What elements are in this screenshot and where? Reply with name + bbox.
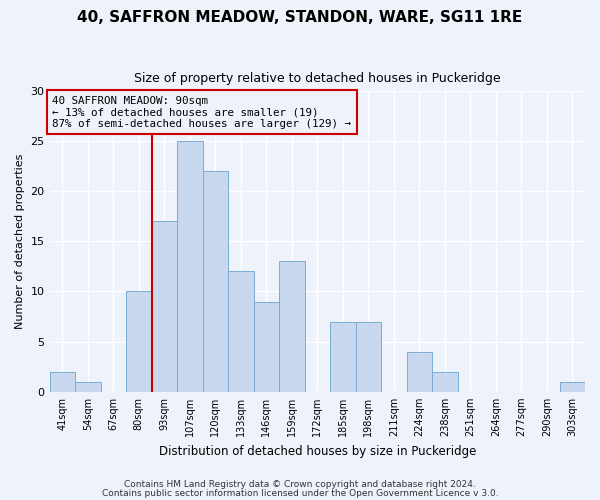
Text: 40, SAFFRON MEADOW, STANDON, WARE, SG11 1RE: 40, SAFFRON MEADOW, STANDON, WARE, SG11 … xyxy=(77,10,523,25)
Bar xyxy=(432,372,458,392)
Bar xyxy=(330,322,356,392)
Bar xyxy=(254,302,279,392)
Bar xyxy=(279,262,305,392)
Bar xyxy=(356,322,381,392)
Y-axis label: Number of detached properties: Number of detached properties xyxy=(15,154,25,329)
Bar xyxy=(560,382,585,392)
Bar xyxy=(152,222,177,392)
Title: Size of property relative to detached houses in Puckeridge: Size of property relative to detached ho… xyxy=(134,72,500,86)
Bar xyxy=(228,272,254,392)
Bar xyxy=(203,171,228,392)
X-axis label: Distribution of detached houses by size in Puckeridge: Distribution of detached houses by size … xyxy=(158,444,476,458)
Text: Contains public sector information licensed under the Open Government Licence v : Contains public sector information licen… xyxy=(101,488,499,498)
Bar xyxy=(177,141,203,392)
Text: Contains HM Land Registry data © Crown copyright and database right 2024.: Contains HM Land Registry data © Crown c… xyxy=(124,480,476,489)
Bar xyxy=(75,382,101,392)
Bar xyxy=(50,372,75,392)
Bar xyxy=(126,292,152,392)
Bar xyxy=(407,352,432,392)
Text: 40 SAFFRON MEADOW: 90sqm
← 13% of detached houses are smaller (19)
87% of semi-d: 40 SAFFRON MEADOW: 90sqm ← 13% of detach… xyxy=(52,96,351,129)
